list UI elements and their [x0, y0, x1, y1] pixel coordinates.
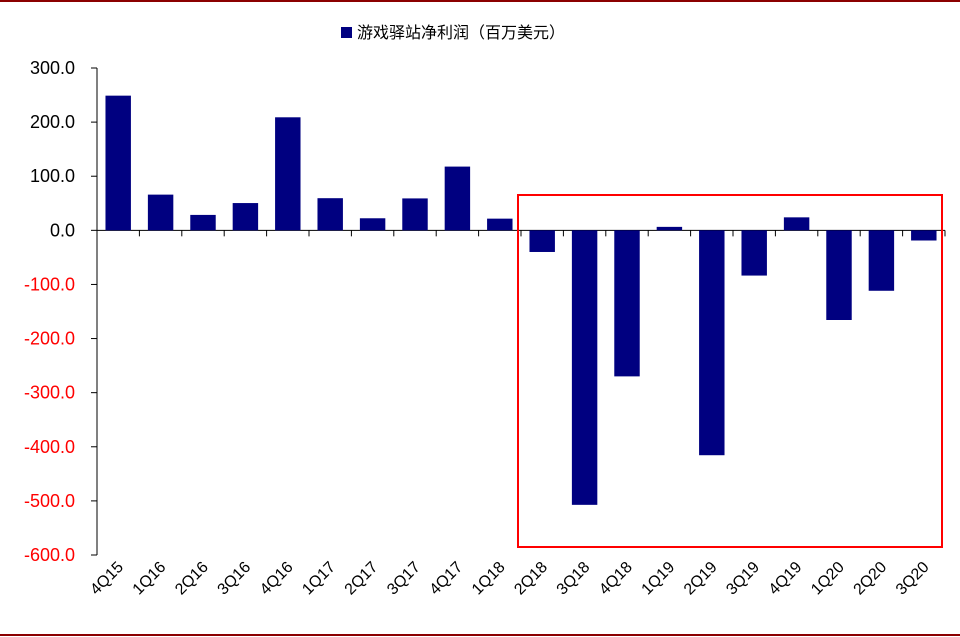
x-tick-label: 2Q20 [851, 559, 891, 599]
bar-4Q16 [275, 117, 301, 231]
y-tick-label: -500.0 [24, 491, 75, 511]
y-tick-label: 300.0 [30, 58, 75, 78]
bar-1Q16 [147, 194, 174, 231]
x-tick-label: 4Q15 [87, 559, 127, 599]
y-tick-label: -300.0 [24, 383, 75, 403]
bar-3Q20 [911, 230, 937, 241]
bar-3Q16 [232, 203, 259, 231]
x-tick-label: 1Q16 [130, 559, 170, 599]
legend-swatch [341, 27, 352, 38]
bar-1Q20 [826, 230, 852, 320]
y-tick-label: -400.0 [24, 437, 75, 457]
x-tick-label: 3Q20 [893, 559, 933, 599]
x-tick-label: 3Q18 [554, 559, 594, 599]
x-tick-label: 1Q18 [469, 559, 509, 599]
bar-2Q20 [868, 230, 895, 291]
y-tick-label: -600.0 [24, 545, 75, 565]
bar-1Q18 [487, 218, 513, 231]
x-tick-label: 4Q16 [257, 559, 297, 599]
bar-2Q16 [190, 214, 216, 231]
legend-label: 游戏驿站净利润（百万美元） [357, 23, 565, 42]
x-tick-label: 1Q20 [808, 559, 848, 599]
x-tick-label: 2Q17 [342, 559, 382, 599]
bar-1Q17 [317, 198, 343, 231]
bar-3Q19 [741, 230, 767, 276]
y-tick-label: 200.0 [30, 112, 75, 132]
x-tick-label: 1Q19 [639, 559, 679, 599]
x-tick-label: 3Q19 [723, 559, 763, 599]
x-tick-label: 3Q17 [384, 559, 424, 599]
bar-4Q18 [614, 230, 640, 377]
bar-3Q17 [402, 198, 428, 231]
y-tick-label: -100.0 [24, 274, 75, 294]
x-tick-label: 1Q17 [299, 559, 339, 599]
x-tick-label: 4Q19 [766, 559, 806, 599]
x-tick-label: 4Q17 [427, 559, 467, 599]
y-tick-label: 0.0 [50, 220, 75, 240]
y-tick-label: -200.0 [24, 329, 75, 349]
bar-4Q15 [105, 95, 131, 231]
highlight-box [517, 194, 943, 548]
x-tick-label: 2Q19 [681, 559, 721, 599]
x-tick-label: 2Q16 [172, 559, 212, 599]
x-tick-label: 3Q16 [215, 559, 255, 599]
y-tick-label: 100.0 [30, 166, 75, 186]
bar-4Q19 [783, 217, 810, 231]
bar-2Q17 [359, 218, 386, 231]
legend: 游戏驿站净利润（百万美元） [341, 23, 565, 42]
bar-4Q17 [444, 166, 471, 231]
bar-1Q19 [656, 226, 683, 231]
bar-2Q19 [699, 230, 725, 456]
x-tick-label: 2Q18 [511, 559, 551, 599]
x-tick-label: 4Q18 [596, 559, 636, 599]
bar-3Q18 [571, 230, 598, 505]
plot-area: 300.0 200.0 100.0 0.0 -100.0 -200.0 -300.0 -400… [24, 58, 946, 599]
bar-2Q18 [529, 230, 555, 252]
